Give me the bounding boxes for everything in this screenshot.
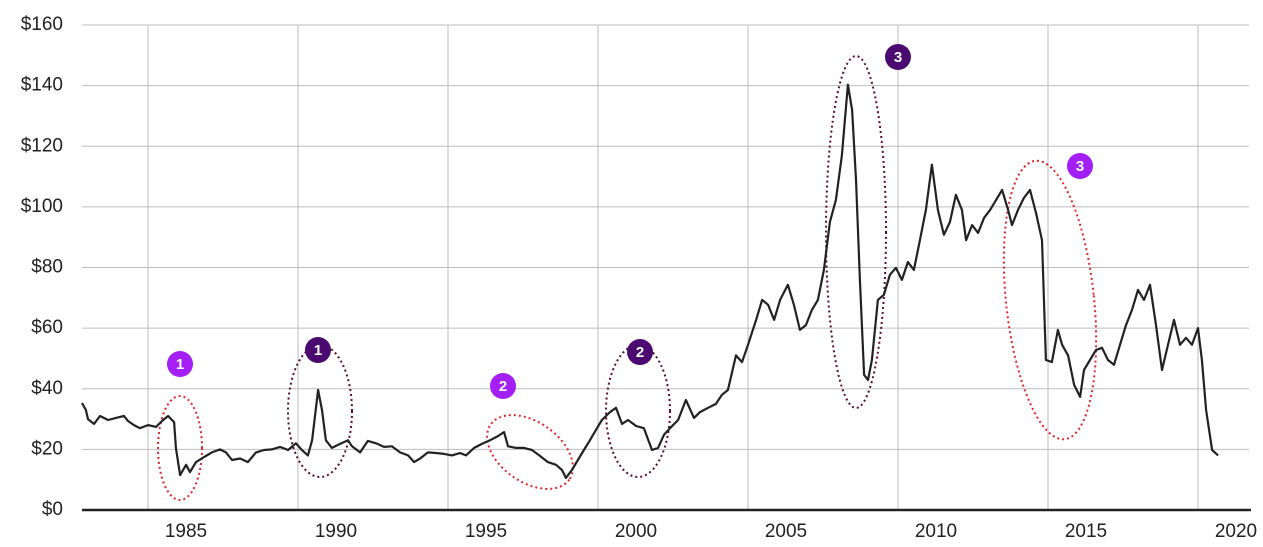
badge-label: 2 xyxy=(636,344,644,361)
price-line xyxy=(81,83,1219,479)
y-tick-label: $0 xyxy=(42,499,63,520)
x-tick-label: 2010 xyxy=(915,521,957,542)
highlight-ellipse xyxy=(825,55,887,409)
y-tick-label: $160 xyxy=(21,14,63,35)
x-tick-label: 2000 xyxy=(615,521,657,542)
badge xyxy=(167,351,193,377)
y-tick-label: $100 xyxy=(21,196,63,217)
badge xyxy=(490,373,516,399)
badge xyxy=(885,44,911,70)
y-tick-label: $60 xyxy=(31,317,63,338)
highlight-ellipse xyxy=(287,344,353,478)
x-tick-label: 1990 xyxy=(315,521,357,542)
highlight-ellipse xyxy=(605,344,671,478)
badge xyxy=(627,339,653,365)
highlight-ellipses xyxy=(157,55,1098,501)
highlight-ellipse xyxy=(486,414,574,490)
badge-label: 1 xyxy=(314,342,322,359)
highlight-ellipse xyxy=(157,395,203,501)
y-tick-label: $120 xyxy=(21,135,63,156)
highlight-ellipse xyxy=(1002,159,1098,441)
x-tick-label: 1985 xyxy=(165,521,207,542)
badge xyxy=(305,337,331,363)
badge-label: 1 xyxy=(176,356,184,373)
y-tick-label: $40 xyxy=(31,378,63,399)
badge-label: 3 xyxy=(1076,158,1084,175)
grid xyxy=(82,24,1249,510)
badge-label: 2 xyxy=(499,378,507,395)
y-tick-label: $140 xyxy=(21,75,63,96)
y-tick-label: $80 xyxy=(31,257,63,278)
x-tick-label: 2020 xyxy=(1215,521,1257,542)
x-tick-label: 2015 xyxy=(1065,521,1107,542)
x-tick-label: 1995 xyxy=(465,521,507,542)
x-tick-label: 2005 xyxy=(765,521,807,542)
badges: 1 1 2 2 3 3 xyxy=(167,44,1093,399)
badge xyxy=(1067,153,1093,179)
badge-label: 3 xyxy=(894,49,902,66)
y-tick-label: $20 xyxy=(31,438,63,459)
